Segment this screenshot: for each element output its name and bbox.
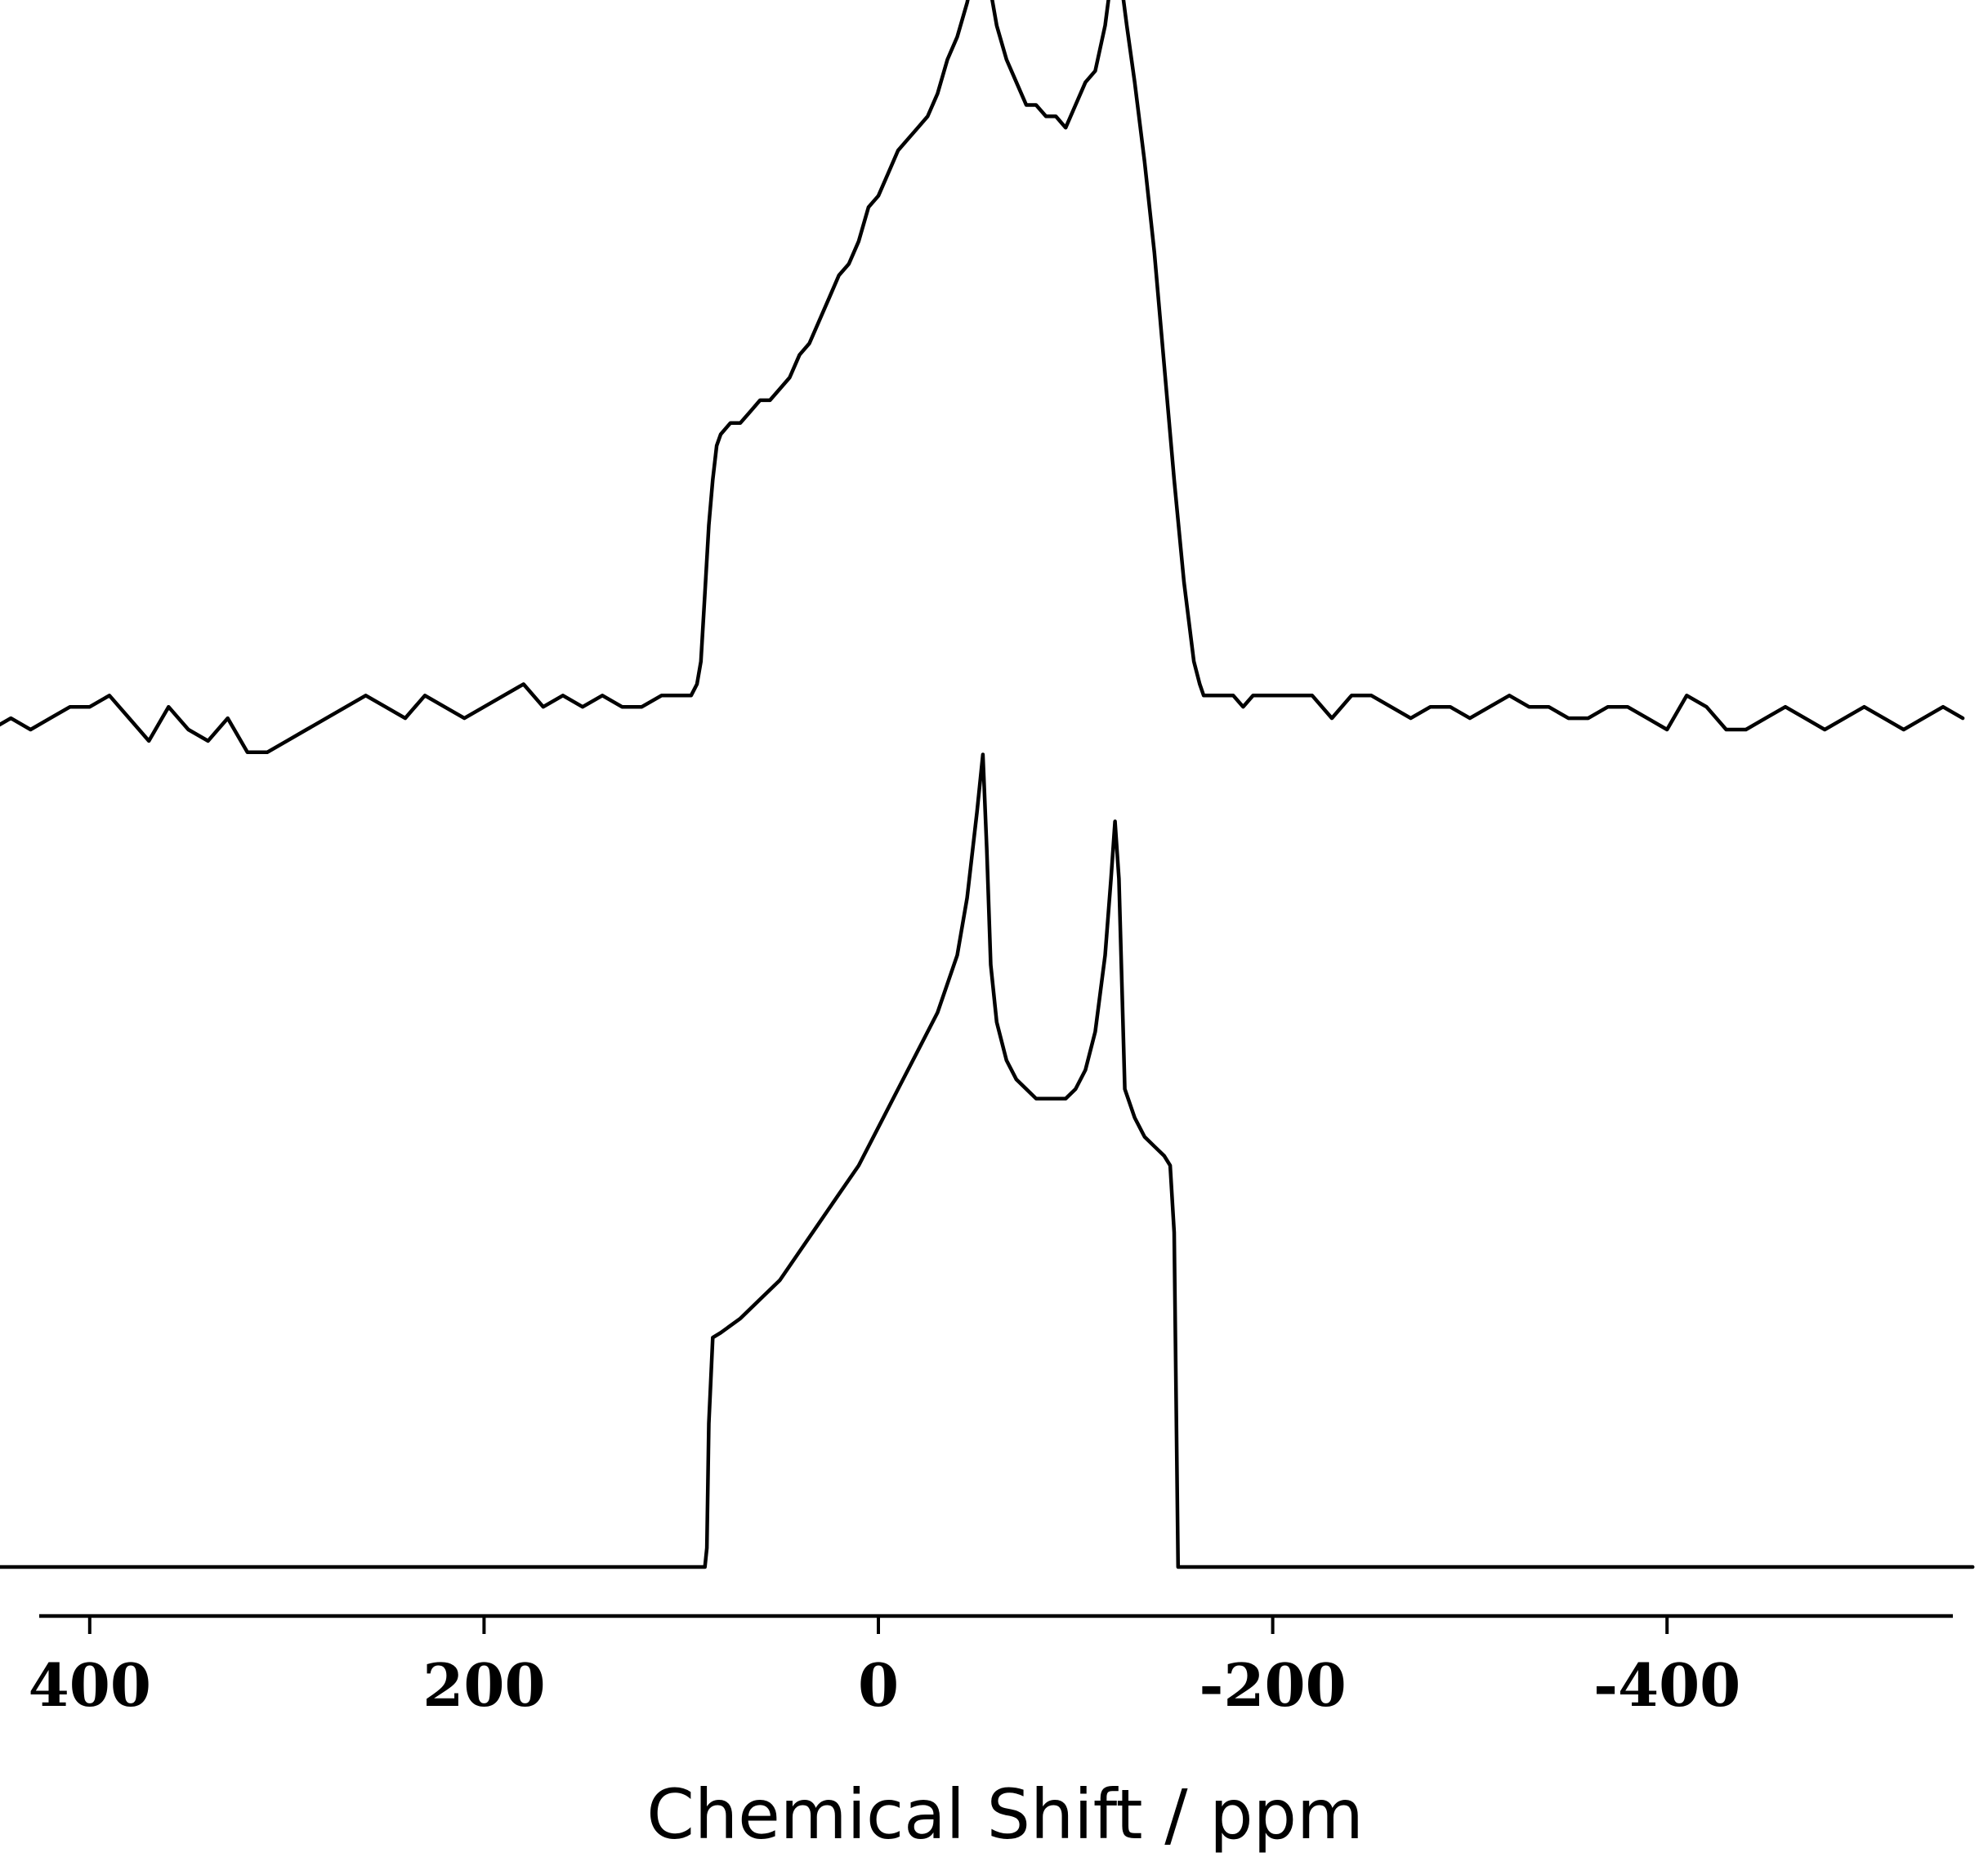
spectrum-trace-simulated: [0, 752, 1975, 1569]
series-layer: [0, 0, 1975, 1569]
x-tick-label: 200: [422, 1650, 545, 1720]
x-tick-label: 0: [858, 1650, 899, 1720]
x-tick-label: -200: [1200, 1650, 1347, 1720]
x-axis-title: Chemical Shift / ppm: [646, 1774, 1364, 1855]
x-tick-label: -400: [1593, 1650, 1740, 1720]
spectrum-trace-experimental: [0, 0, 1965, 755]
x-axis-ticks: 400 200 0 -200 -400: [29, 1616, 1740, 1720]
x-tick-label: 400: [29, 1650, 151, 1720]
